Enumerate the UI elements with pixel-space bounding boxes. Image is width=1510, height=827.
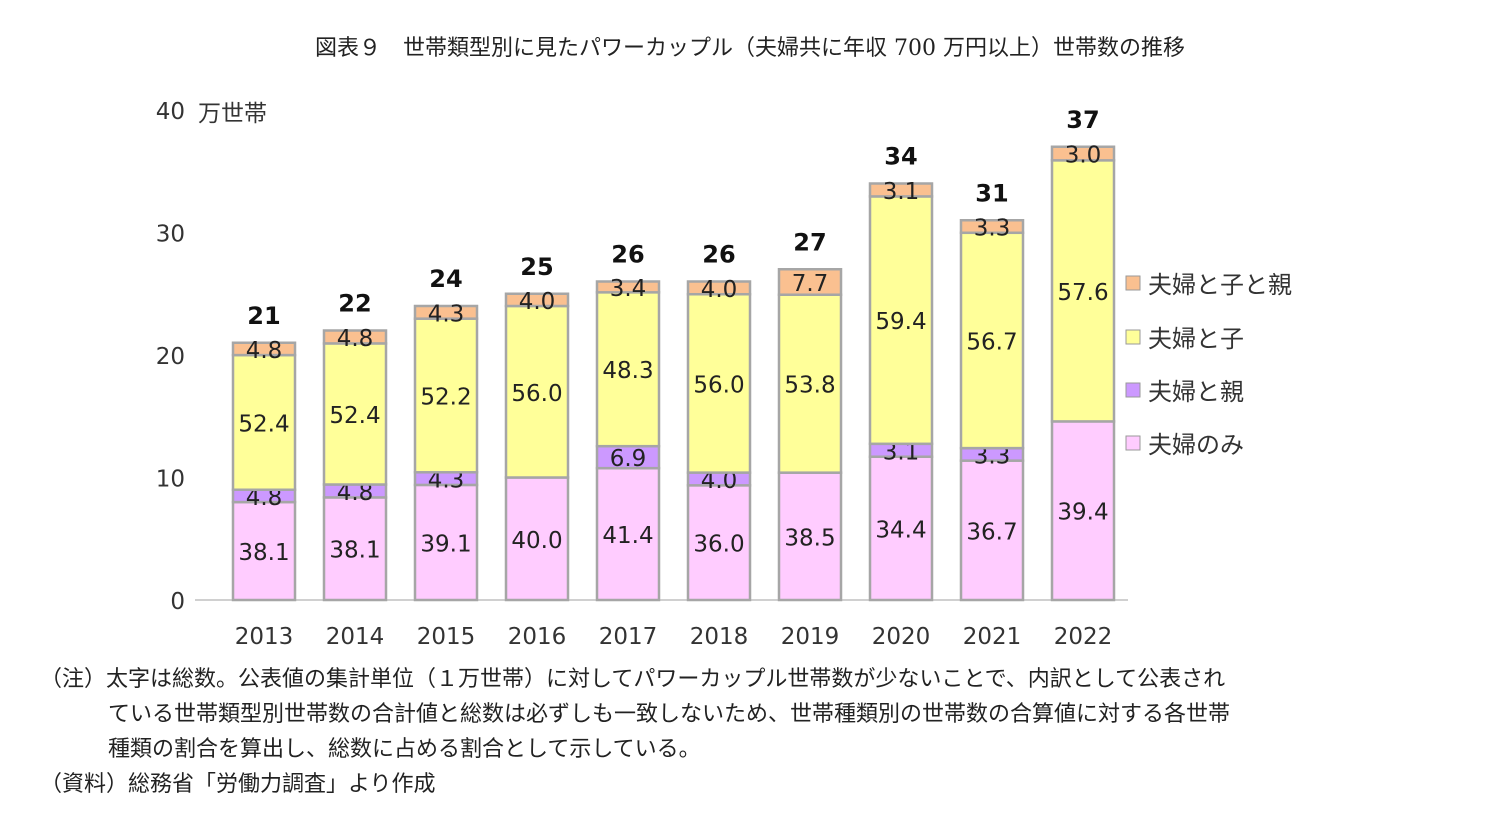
legend-label: 夫婦のみ <box>1148 431 1244 459</box>
bar-segment <box>595 280 661 294</box>
data-label: 56.0 <box>693 372 744 398</box>
x-tick-label: 2022 <box>1054 624 1113 650</box>
data-label: 3.1 <box>883 179 920 205</box>
legend-label: 夫婦と子と親 <box>1148 271 1292 299</box>
bar-segment <box>868 182 934 198</box>
total-label: 21 <box>247 302 280 330</box>
bar-segment <box>231 341 297 357</box>
data-label: 4.8 <box>337 326 374 352</box>
x-tick-label: 2020 <box>872 624 931 650</box>
bar-segment <box>322 496 388 602</box>
note-line-2: ている世帯類型別世帯数の合計値と総数は必ずしも一致しないため、世帯種類別の世帯数… <box>108 702 1231 727</box>
data-label: 52.2 <box>420 384 471 410</box>
data-label: 52.4 <box>238 411 289 437</box>
data-label: 52.4 <box>329 403 380 429</box>
total-label: 24 <box>429 265 462 293</box>
bar-segment <box>322 329 388 345</box>
data-label: 38.1 <box>329 538 380 564</box>
bar-segment <box>777 471 843 602</box>
legend-swatch <box>1125 329 1141 345</box>
total-label: 26 <box>702 241 735 269</box>
total-label: 27 <box>793 228 826 256</box>
bar-segment <box>686 484 752 602</box>
data-label: 39.4 <box>1057 500 1108 526</box>
source-note: （資料）総務省「労働力調査」より作成 <box>40 772 436 797</box>
total-label: 34 <box>884 143 917 171</box>
bar-segment <box>504 292 570 308</box>
data-label: 59.4 <box>875 309 926 335</box>
data-label: 53.8 <box>784 373 835 399</box>
bar-segment <box>959 231 1025 450</box>
y-tick-label: 30 <box>156 222 185 248</box>
x-tick-label: 2014 <box>326 624 385 650</box>
bar-segment <box>504 304 570 479</box>
x-tick-label: 2013 <box>235 624 294 650</box>
bar-segment <box>413 483 479 602</box>
total-label: 25 <box>520 253 553 281</box>
data-label: 7.7 <box>792 271 829 297</box>
data-label: 3.0 <box>1065 143 1102 169</box>
legend-swatch <box>1125 275 1141 291</box>
bar-segment <box>1050 159 1116 423</box>
data-label: 48.3 <box>602 358 653 384</box>
bar-segment <box>1050 145 1116 162</box>
total-label: 26 <box>611 241 644 269</box>
bar-segment <box>595 291 661 448</box>
data-label: 3.3 <box>974 216 1011 242</box>
note-line-3: 種類の割合を算出し、総数に占める割合として示している。 <box>108 737 701 762</box>
data-label: 36.7 <box>966 519 1017 545</box>
data-label: 6.9 <box>610 446 647 472</box>
data-label: 36.0 <box>693 532 744 558</box>
bar-segment <box>959 459 1025 602</box>
bar-segment <box>868 195 934 446</box>
data-label: 4.8 <box>246 338 283 364</box>
note-line-1: （注）太字は総数。公表値の集計単位（１万世帯）に対してパワーカップル世帯数が少な… <box>40 667 1226 692</box>
data-label: 39.1 <box>420 531 471 557</box>
data-label: 3.4 <box>610 276 647 302</box>
data-label: 56.0 <box>511 381 562 407</box>
data-label: 4.0 <box>701 277 738 303</box>
chart-title: 図表９ 世帯類型別に見たパワーカップル（夫婦共に年収 700 万円以上）世帯数の… <box>315 36 1185 61</box>
bar-segment <box>777 293 843 474</box>
bar-segment <box>322 342 388 486</box>
bar-segment <box>504 476 570 602</box>
legend-label: 夫婦と子 <box>1148 325 1244 353</box>
data-label: 38.5 <box>784 525 835 551</box>
bar-segment <box>1050 420 1116 602</box>
total-label: 31 <box>975 179 1008 207</box>
data-label: 4.3 <box>428 301 465 327</box>
x-tick-label: 2015 <box>417 624 476 650</box>
y-axis-unit: 万世帯 <box>198 101 267 127</box>
data-label: 41.4 <box>602 523 653 549</box>
data-label: 57.6 <box>1057 280 1108 306</box>
y-tick-label: 40 <box>156 99 185 125</box>
bar-segment <box>959 219 1025 235</box>
bar-segment <box>868 455 934 602</box>
data-label: 56.7 <box>966 329 1017 355</box>
y-tick-label: 0 <box>170 589 185 615</box>
total-label: 37 <box>1066 106 1099 134</box>
legend-swatch <box>1125 435 1141 451</box>
x-tick-label: 2016 <box>508 624 567 650</box>
bar-segment <box>777 268 843 296</box>
bar-segment <box>686 280 752 296</box>
data-label: 4.0 <box>519 289 556 315</box>
total-label: 22 <box>338 290 371 318</box>
bar-segment <box>231 500 297 602</box>
data-label: 38.1 <box>238 540 289 566</box>
notes: （注）太字は総数。公表値の集計単位（１万世帯）に対してパワーカップル世帯数が少な… <box>40 662 1230 802</box>
y-tick-label: 10 <box>156 467 185 493</box>
x-tick-label: 2019 <box>781 624 840 650</box>
y-tick-label: 20 <box>156 344 185 370</box>
legend-label: 夫婦と親 <box>1148 378 1244 406</box>
x-tick-label: 2021 <box>963 624 1022 650</box>
x-tick-label: 2017 <box>599 624 658 650</box>
bar-segment <box>413 304 479 320</box>
data-label: 34.4 <box>875 517 926 543</box>
x-tick-label: 2018 <box>690 624 749 650</box>
legend-swatch <box>1125 382 1141 398</box>
data-label: 40.0 <box>511 528 562 554</box>
